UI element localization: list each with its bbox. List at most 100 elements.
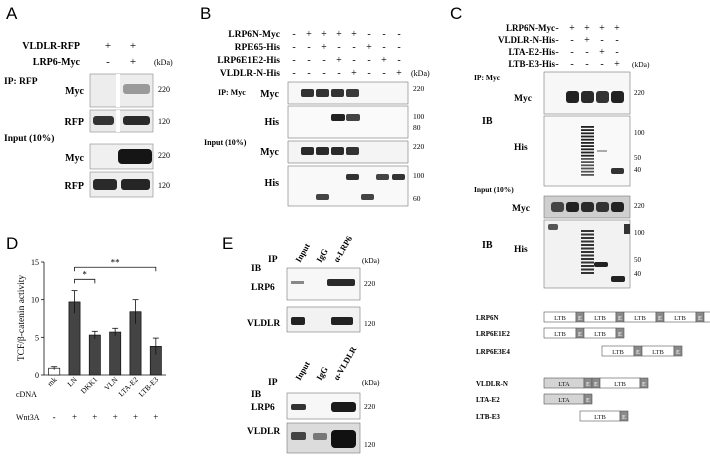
mw-marker: 220 — [413, 84, 425, 93]
cond-sign: - — [585, 47, 588, 58]
band — [291, 317, 305, 325]
cond-sign: - — [337, 42, 340, 53]
mw-marker: 120 — [364, 319, 376, 328]
cond-sign: - — [397, 29, 400, 40]
band — [624, 224, 630, 234]
band — [611, 202, 624, 212]
cond-sign: - — [585, 59, 588, 70]
mw-marker: 100 — [634, 229, 645, 237]
cond-sign: - — [367, 29, 370, 40]
ib-label: IB — [251, 264, 262, 274]
significance-bracket — [74, 278, 96, 284]
lane-label: Input — [293, 359, 312, 382]
band — [93, 179, 117, 190]
cond-label: LRP6N-Myc — [228, 30, 280, 40]
domain-label: LTB — [634, 315, 646, 322]
cond-sign: - — [382, 42, 385, 53]
domain-label: E — [586, 381, 590, 388]
band — [581, 240, 594, 243]
x-tick-label: LTA-E2 — [116, 375, 140, 399]
cond-sign: - — [307, 55, 310, 66]
domain-label: E — [618, 315, 622, 322]
mw-marker: 220 — [158, 85, 170, 94]
cond-label: VLDLR-N-His — [220, 69, 280, 79]
band — [596, 91, 609, 103]
y-tick-label: 15 — [31, 258, 39, 267]
band — [581, 251, 594, 253]
domain-label: LTA — [558, 381, 570, 388]
band — [331, 402, 356, 412]
band — [327, 279, 355, 286]
band — [291, 281, 304, 284]
band — [313, 433, 327, 440]
mw-marker: 100 — [413, 171, 425, 180]
construct-name: LTB-E3 — [476, 413, 500, 421]
mw-marker: 220 — [364, 402, 376, 411]
ip-label: IP: Myc — [218, 88, 246, 97]
lt-domain — [703, 311, 710, 323]
cond-sign: - — [292, 42, 295, 53]
cond-sign: + — [306, 29, 312, 40]
x-tick-label: DKK1 — [79, 375, 100, 396]
blot-label: His — [514, 245, 528, 255]
cond-label: VLDLR-N-His — [498, 35, 555, 45]
domain-label: E — [698, 315, 702, 322]
cond-sign: - — [322, 68, 325, 79]
x-tick-label: VLN — [102, 375, 120, 393]
band — [291, 404, 306, 410]
band — [611, 276, 625, 282]
wnt3a-sign: - — [53, 412, 56, 422]
egf-domain — [619, 410, 629, 422]
band-smear — [581, 126, 594, 176]
cond-sign: - — [337, 68, 340, 79]
construct-name: LRP6N — [476, 314, 499, 322]
lane-gap — [116, 110, 120, 132]
mw-marker: 220 — [158, 151, 170, 160]
mw-marker: 220 — [364, 279, 376, 288]
cond-sign: + — [584, 35, 590, 46]
domain-label: LTB — [612, 349, 624, 356]
cond-label: RPE65-His — [235, 43, 281, 53]
band — [316, 147, 329, 155]
egf-domain — [639, 377, 649, 389]
domain-label: LTB — [554, 315, 566, 322]
wnt3a-sign: + — [113, 412, 118, 422]
cond-sign: + — [321, 42, 327, 53]
domain-label: E — [578, 331, 582, 338]
band — [331, 430, 356, 448]
cond-sign: - — [352, 55, 355, 66]
band — [581, 164, 594, 167]
band — [361, 194, 374, 200]
cond-sign: - — [615, 35, 618, 46]
cond-sign: - — [555, 59, 558, 70]
blot-label: Myc — [65, 153, 84, 164]
domain-label: E — [642, 381, 646, 388]
construct-name: LRP6E3E4 — [476, 348, 510, 356]
panel-label-c: C — [450, 4, 462, 23]
blot-label: His — [514, 143, 528, 153]
panel-d: D TCF/β-catenin activity 0 5 10 15 mk - LN + DKK… — [6, 234, 166, 422]
cond-sign: - — [570, 35, 573, 46]
egf-domain — [583, 393, 593, 405]
band — [581, 244, 594, 246]
mw-marker: 120 — [158, 181, 170, 190]
band — [331, 89, 344, 97]
cond-sign: + — [351, 68, 357, 79]
lane-label: IgG — [314, 364, 330, 382]
band — [594, 262, 608, 267]
cond-sign: - — [555, 47, 558, 58]
domain-label: LTB — [674, 315, 686, 322]
significance-bracket — [74, 266, 157, 272]
domain-label: LTB — [652, 349, 664, 356]
cond-sign: - — [106, 56, 110, 68]
cond-sign: + — [336, 29, 342, 40]
lane-label: α-VLDLR — [331, 344, 359, 382]
band — [346, 174, 359, 180]
domain-label: LTB — [614, 381, 626, 388]
cond-label: LRP6-Myc — [33, 57, 81, 68]
domain-label: E — [578, 315, 582, 322]
band — [123, 84, 150, 94]
cond-label: LTA-E2-His — [508, 47, 555, 57]
blot-a-ip-rfp — [89, 109, 154, 133]
